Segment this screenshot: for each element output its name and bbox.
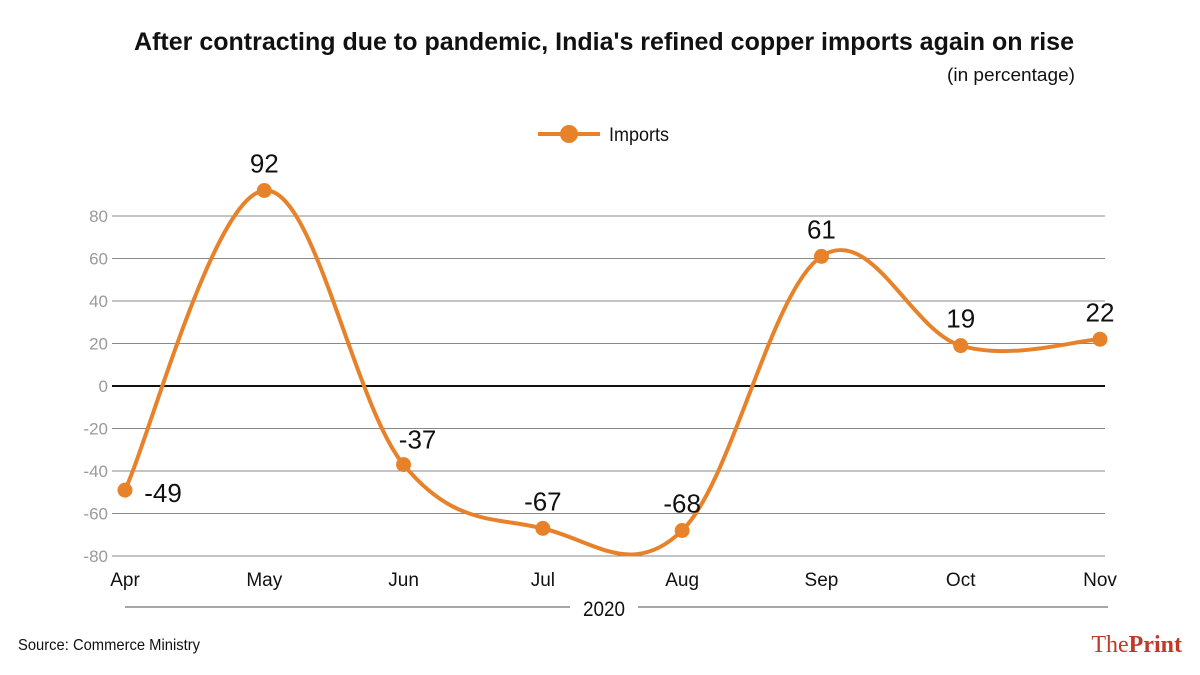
data-label-sep: 61 (807, 214, 836, 244)
data-point-nov (1092, 331, 1108, 347)
data-point-may (256, 183, 272, 198)
chart-subtitle: (in percentage) (947, 65, 1075, 85)
x-tick-label: Jul (531, 570, 555, 591)
data-point-jun (396, 457, 412, 473)
source-note: Source: Commerce Ministry (18, 637, 200, 654)
x-tick-label: Oct (946, 570, 976, 591)
x-tick-label: Aug (665, 570, 699, 591)
x-tick-label: Jun (388, 570, 419, 591)
y-tick-label: 80 (89, 207, 108, 226)
y-tick-label: -40 (83, 462, 108, 481)
data-label-apr: -49 (144, 478, 182, 508)
y-tick-label: 60 (89, 250, 108, 269)
x-tick-label: Apr (110, 570, 140, 591)
legend: Imports (538, 125, 669, 146)
y-tick-label: -80 (83, 547, 108, 566)
data-point-oct (953, 338, 969, 354)
x-tick-label: Nov (1083, 570, 1117, 591)
legend-label: Imports (609, 125, 669, 146)
data-point-sep (813, 248, 829, 264)
x-tick-label: Sep (805, 570, 839, 591)
y-tick-label: -60 (83, 505, 108, 524)
theprint-logo: ThePrint (1091, 632, 1182, 658)
legend-marker (560, 125, 578, 143)
data-label-may: 92 (250, 149, 279, 179)
x-axis-title: 2020 (125, 598, 1108, 621)
data-label-jun: -37 (399, 425, 437, 455)
chart-title: After contracting due to pandemic, India… (134, 28, 1074, 56)
data-point-apr (117, 482, 133, 498)
data-point-jul (535, 520, 551, 536)
y-tick-label: -20 (83, 420, 108, 439)
y-tick-label: 0 (99, 377, 108, 396)
data-point-aug (674, 523, 690, 538)
data-label-aug: -68 (663, 489, 701, 519)
x-tick-label: May (246, 570, 282, 591)
y-tick-label: 40 (89, 292, 108, 311)
data-label-nov: 22 (1086, 297, 1115, 327)
x-axis-label: 2020 (583, 598, 625, 621)
y-tick-label: 20 (89, 335, 108, 354)
data-label-oct: 19 (946, 304, 975, 334)
data-label-jul: -67 (524, 486, 562, 516)
series-line-imports (123, 188, 1101, 557)
